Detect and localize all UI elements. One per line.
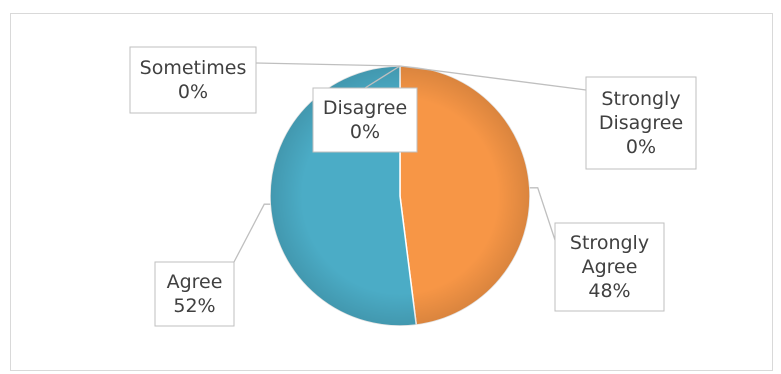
- leader-line-strongly-agree: [529, 187, 556, 241]
- data-label-category: Sometimes: [140, 57, 247, 79]
- data-label-box: [312, 87, 418, 153]
- leader-line-strongly-disagree: [399, 65, 587, 91]
- data-label-box: [554, 222, 665, 312]
- data-label-box: [585, 76, 697, 170]
- data-label-category: Disagree: [323, 97, 407, 119]
- data-label-value: 0%: [626, 136, 656, 158]
- data-label-category: Agree: [582, 256, 638, 278]
- data-label-value: 52%: [173, 295, 215, 317]
- leader-line-disagree: [364, 65, 401, 89]
- data-label-category: Strongly: [601, 88, 680, 110]
- data-label-box: [154, 261, 235, 327]
- leader-line-agree: [233, 203, 271, 263]
- data-label-value: 48%: [588, 280, 630, 302]
- data-label-value: 0%: [178, 81, 208, 103]
- pie-slice-strongly-agree: [399, 65, 531, 326]
- data-label-category: Agree: [167, 271, 223, 293]
- data-label-value: 0%: [350, 121, 380, 143]
- data-label-category: Disagree: [599, 112, 683, 134]
- leader-line-sometimes: [255, 62, 401, 67]
- data-label-box: [129, 46, 257, 114]
- data-label-category: Strongly: [570, 232, 649, 254]
